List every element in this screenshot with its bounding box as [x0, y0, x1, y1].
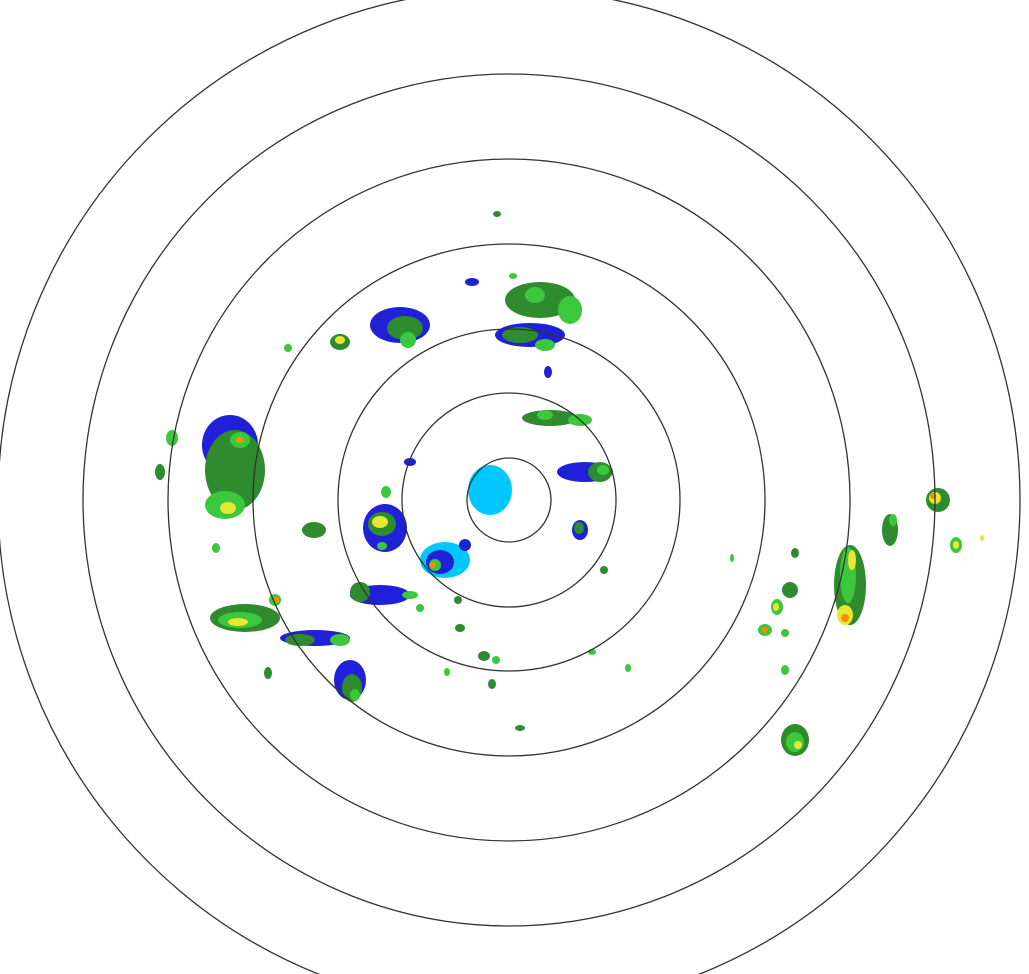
echo-cell-very-heavy — [762, 627, 768, 633]
precipitation-echoes — [155, 211, 984, 756]
echo-cell-very-heavy — [430, 562, 436, 568]
echo-cell-moderate-dark — [478, 651, 490, 661]
echo-cell-moderate-dark — [782, 582, 798, 598]
echo-cell-moderate-dark — [350, 582, 370, 602]
echo-cell-moderate-dark — [791, 548, 799, 558]
range-ring-4 — [252, 243, 766, 757]
echo-cell-moderate — [625, 664, 631, 672]
echo-cell-moderate-dark — [600, 566, 608, 574]
echo-cell-moderate — [416, 604, 424, 612]
echo-cell-moderate — [350, 689, 360, 701]
echo-cell-moderate — [537, 410, 553, 420]
echo-cell-heavy — [794, 741, 802, 749]
echo-cell-heavy — [848, 550, 856, 570]
echo-cell-moderate — [492, 656, 500, 664]
echo-cell-heavy — [335, 336, 345, 344]
range-ring-5 — [167, 158, 851, 842]
echo-cell-moderate — [166, 430, 178, 446]
echo-cell-moderate — [381, 486, 391, 498]
echo-cell-moderate — [444, 668, 450, 676]
echo-cell-moderate — [535, 339, 555, 351]
echo-cell-moderate — [558, 296, 582, 324]
echo-cell-moderate-dark — [302, 522, 326, 538]
echo-cell-moderate — [889, 514, 897, 526]
echo-cell-very-heavy — [841, 614, 849, 622]
echo-cell-heavy — [220, 502, 236, 514]
echo-cell-moderate — [330, 634, 350, 646]
range-ring-1 — [466, 457, 552, 543]
echo-cell-moderate — [402, 591, 418, 599]
echo-cell-light — [465, 278, 479, 286]
echo-cell-very-light — [468, 465, 512, 515]
echo-cell-moderate-dark — [155, 464, 165, 480]
echo-cell-moderate-dark — [488, 679, 496, 689]
range-ring-3 — [337, 328, 681, 672]
echo-cell-moderate — [377, 542, 387, 550]
echo-cell-light — [544, 366, 552, 378]
echo-cell-moderate — [781, 629, 789, 637]
echo-cell-moderate — [786, 732, 804, 752]
echo-cell-moderate — [212, 543, 220, 553]
echo-cell-moderate — [509, 273, 517, 279]
echo-cell-moderate — [781, 665, 789, 675]
echo-cell-light — [404, 458, 416, 466]
range-ring-2 — [401, 392, 617, 608]
echo-cell-moderate-dark — [502, 327, 538, 343]
echo-cell-moderate — [525, 287, 545, 303]
echo-cell-heavy — [773, 603, 779, 611]
echo-cell-moderate — [597, 465, 609, 475]
echo-cell-moderate — [730, 554, 734, 562]
echo-cell-very-heavy — [236, 437, 244, 443]
echo-cell-heavy — [980, 535, 984, 541]
echo-cell-moderate-dark — [285, 634, 315, 646]
echo-cell-heavy — [372, 516, 388, 528]
echo-cell-moderate-dark — [455, 624, 465, 632]
echo-cell-moderate-dark — [387, 316, 423, 340]
echo-cell-heavy — [228, 618, 248, 626]
echo-cell-light — [459, 539, 471, 551]
echo-cell-moderate — [400, 332, 416, 348]
echo-cell-moderate-dark — [515, 725, 525, 731]
echo-cell-moderate-dark — [454, 596, 462, 604]
echo-cell-moderate — [284, 344, 292, 352]
echo-cell-heavy — [953, 541, 959, 549]
range-ring-6 — [82, 73, 936, 927]
echo-cell-moderate-dark — [574, 522, 584, 534]
echo-cell-moderate-dark — [205, 430, 265, 510]
echo-cell-moderate-dark — [264, 667, 272, 679]
echo-cell-moderate-dark — [493, 211, 501, 217]
